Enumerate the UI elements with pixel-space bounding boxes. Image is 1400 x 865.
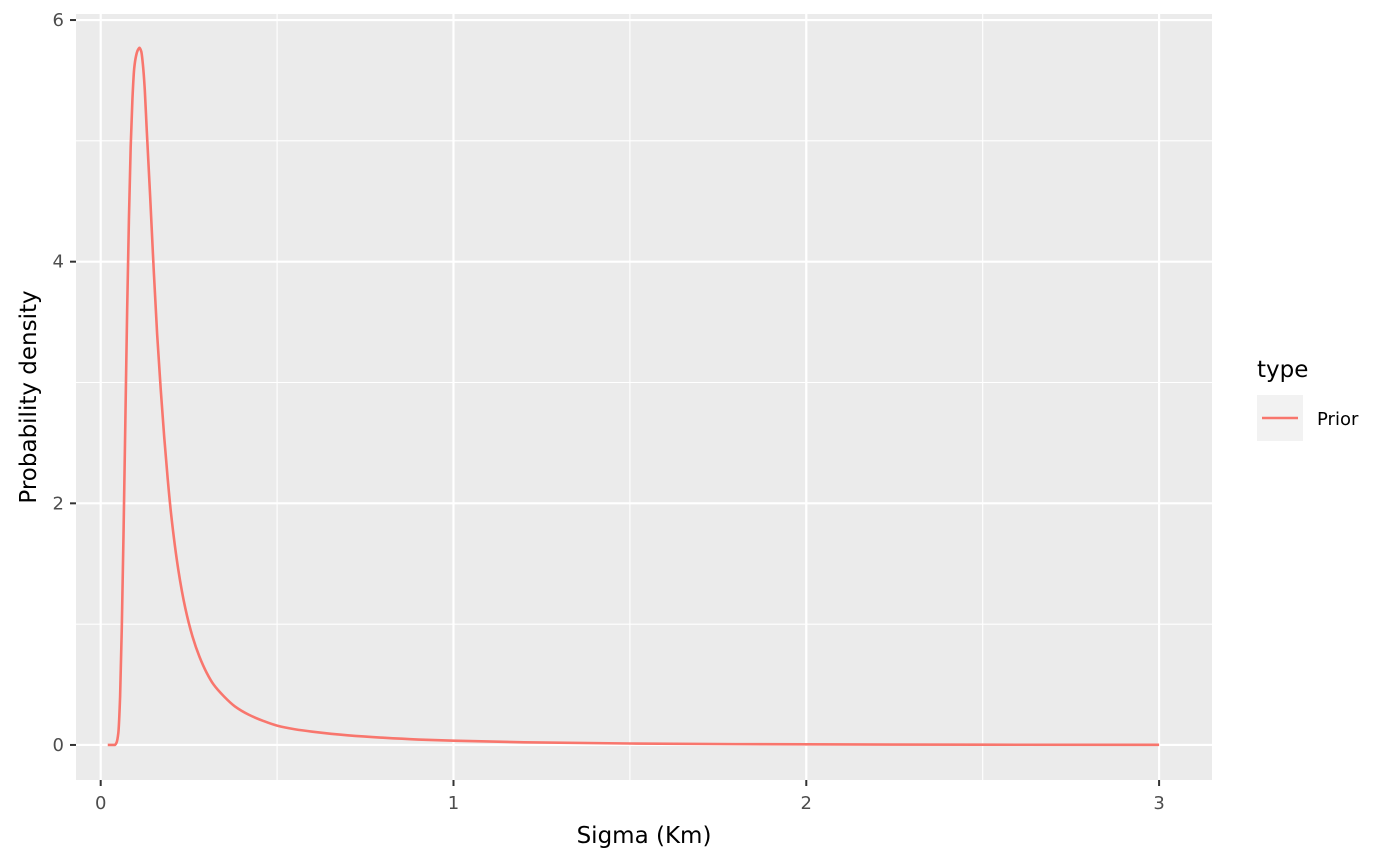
x-axis: 0 1 2 3 xyxy=(95,780,1165,814)
x-tick-label: 1 xyxy=(448,793,459,814)
y-tick-label: 0 xyxy=(53,735,64,756)
series-layer xyxy=(107,46,1160,747)
grid-major xyxy=(76,14,1212,780)
legend: type Prior xyxy=(1257,357,1359,441)
y-tick-label: 4 xyxy=(53,252,64,273)
series-line-prior xyxy=(107,46,1160,747)
x-axis-title: Sigma (Km) xyxy=(577,823,712,849)
y-axis: 0 2 4 6 xyxy=(53,10,76,756)
x-tick-label: 2 xyxy=(801,793,812,814)
legend-title: type xyxy=(1257,357,1308,383)
legend-label-prior: Prior xyxy=(1317,409,1359,430)
y-tick-label: 2 xyxy=(53,493,64,514)
y-axis-title: Probability density xyxy=(16,290,42,503)
x-tick-label: 3 xyxy=(1153,793,1164,814)
x-tick-label: 0 xyxy=(95,793,106,814)
plot-panel xyxy=(76,14,1212,780)
y-tick-label: 6 xyxy=(53,10,64,31)
grid-minor xyxy=(76,14,1212,780)
